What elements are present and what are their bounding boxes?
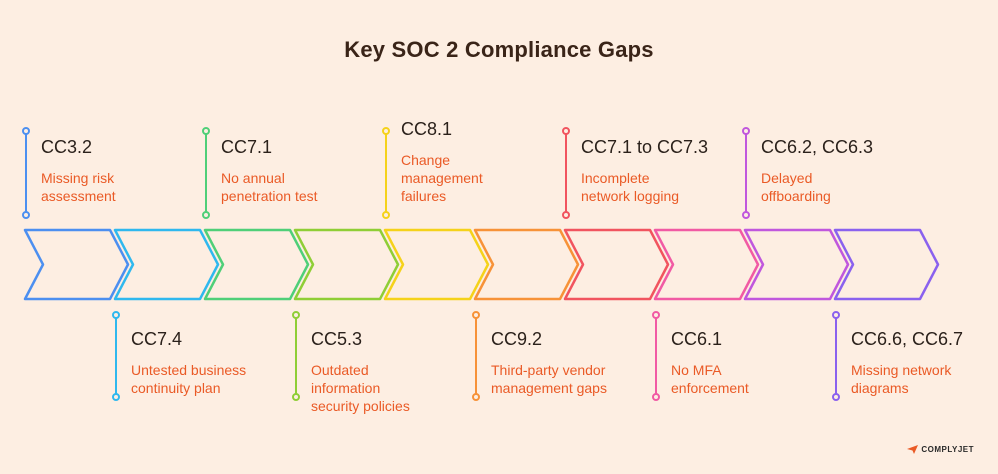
connector-dot-bottom-7	[562, 211, 570, 219]
connector-dot-bottom-5	[382, 211, 390, 219]
plane-logo-icon	[907, 445, 919, 454]
brand-logo: COMPLYJET	[907, 445, 974, 454]
chevron-step-5	[383, 228, 490, 301]
step-code-7: CC7.1 to CC7.3	[581, 137, 709, 157]
step-description-line: Missing risk	[41, 170, 115, 186]
connector-dot-top-3	[202, 127, 210, 135]
step-description-line: management	[401, 170, 483, 186]
step-description-line: information	[311, 380, 381, 396]
connector-dot-top-10	[832, 311, 840, 319]
chevron-step-8	[653, 228, 760, 301]
connector-dot-top-8	[652, 311, 660, 319]
step-description-2: Untested business continuity plan	[131, 361, 281, 397]
step-description-1: Missing risk assessment	[41, 169, 191, 205]
step-code-9: CC6.2, CC6.3	[761, 137, 874, 157]
step-description-8: No MFA enforcement	[671, 361, 821, 397]
step-description-line: Delayed	[761, 170, 813, 186]
connector-dot-top-9	[742, 127, 750, 135]
chevron-step-3	[203, 228, 310, 301]
connector-dot-bottom-4	[292, 393, 300, 401]
step-description-line: Untested business	[131, 362, 247, 378]
step-code-1: CC3.2	[41, 137, 93, 157]
step-description-line: assessment	[41, 188, 116, 204]
step-description-line: No MFA	[671, 362, 722, 378]
step-description-line: Change	[401, 152, 451, 168]
connector-dot-top-4	[292, 311, 300, 319]
connector-dot-bottom-1	[22, 211, 30, 219]
step-description-4: Outdated information security policies	[311, 361, 461, 415]
connector-dot-bottom-9	[742, 211, 750, 219]
step-description-line: Third-party vendor	[491, 362, 606, 378]
step-code-8: CC6.1	[671, 329, 723, 349]
step-description-line: No annual	[221, 170, 285, 186]
page-title: Key SOC 2 Compliance Gaps	[344, 37, 654, 62]
step-code-6: CC9.2	[491, 329, 543, 349]
step-description-line: offboarding	[761, 188, 831, 204]
connector-dot-top-7	[562, 127, 570, 135]
brand-name: COMPLYJET	[921, 445, 974, 454]
connector-dot-bottom-6	[472, 393, 480, 401]
connector-dot-top-1	[22, 127, 30, 135]
step-description-line: enforcement	[671, 380, 749, 396]
step-code-3: CC7.1	[221, 137, 273, 157]
chevron-step-10	[833, 228, 940, 301]
step-description-5: Change management failures	[401, 151, 551, 205]
step-description-7: Incomplete network logging	[581, 169, 731, 205]
chevron-step-7	[563, 228, 670, 301]
connector-dot-bottom-10	[832, 393, 840, 401]
step-description-line: Missing network	[851, 362, 952, 378]
connector-dot-bottom-8	[652, 393, 660, 401]
step-code-4: CC5.3	[311, 329, 363, 349]
step-code-2: CC7.4	[131, 329, 183, 349]
connector-dot-top-6	[472, 311, 480, 319]
step-description-line: Outdated	[311, 362, 369, 378]
step-description-9: Delayed offboarding	[761, 169, 911, 205]
connector-dot-bottom-3	[202, 211, 210, 219]
step-code-5: CC8.1	[401, 119, 453, 139]
step-description-line: network logging	[581, 188, 680, 204]
step-description-line: continuity plan	[131, 380, 221, 396]
step-description-line: security policies	[311, 398, 410, 414]
step-description-line: penetration test	[221, 188, 318, 204]
connector-dot-bottom-2	[112, 393, 120, 401]
chevron-step-9	[743, 228, 850, 301]
connector-dot-top-5	[382, 127, 390, 135]
step-description-line: Incomplete	[581, 170, 650, 186]
chevron-step-6	[473, 228, 580, 301]
step-description-line: failures	[401, 188, 447, 204]
chevron-step-4	[293, 228, 400, 301]
connector-dot-top-2	[112, 311, 120, 319]
step-description-3: No annual penetration test	[221, 169, 371, 205]
step-description-line: management gaps	[491, 380, 607, 396]
chevron-step-1	[23, 228, 130, 301]
chevron-step-2	[113, 228, 220, 301]
step-description-6: Third-party vendor management gaps	[491, 361, 641, 397]
step-description-line: diagrams	[851, 380, 909, 396]
step-code-10: CC6.6, CC6.7	[851, 329, 964, 349]
step-description-10: Missing network diagrams	[851, 361, 998, 397]
